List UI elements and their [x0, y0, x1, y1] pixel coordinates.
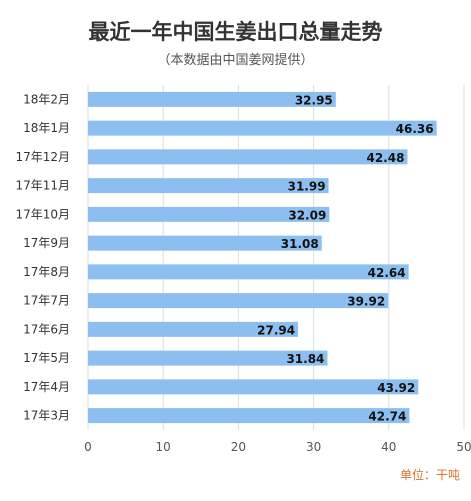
bar-layer: [88, 91, 437, 424]
bar: [88, 149, 408, 165]
data-label: 46.36: [396, 122, 434, 136]
category-label: 17年11月: [15, 179, 70, 193]
x-tick-label: 30: [306, 440, 321, 454]
bar: [88, 293, 389, 309]
data-label: 31.08: [281, 237, 319, 251]
data-label: 43.92: [377, 381, 415, 395]
x-tick-label: 0: [84, 440, 92, 454]
unit-label: 单位：干吨: [400, 468, 461, 482]
data-label: 31.99: [288, 180, 326, 194]
bar: [88, 408, 410, 424]
label-layer: 0 10 20 30 40 50 18年2月 32.95 18年1月 46.36 17年12月 42.…: [15, 92, 471, 454]
x-tick-label: 10: [156, 440, 171, 454]
data-label: 39.92: [347, 295, 385, 309]
category-label: 17年3月: [23, 409, 70, 423]
data-label: 32.09: [288, 208, 326, 222]
x-tick-label: 40: [381, 440, 396, 454]
bar: [88, 178, 329, 194]
bar: [88, 91, 336, 107]
category-label: 17年5月: [23, 351, 70, 365]
category-label: 17年6月: [23, 322, 70, 336]
category-label: 17年8月: [23, 265, 70, 279]
bar: [88, 350, 328, 366]
data-label: 31.84: [286, 352, 324, 366]
grid-layer: [87, 85, 465, 430]
data-label: 32.95: [295, 93, 333, 107]
bar: [88, 379, 419, 395]
data-label: 42.64: [368, 266, 406, 280]
data-label: 42.74: [368, 410, 406, 424]
category-label: 17年12月: [15, 150, 70, 164]
category-label: 17年4月: [23, 380, 70, 394]
bar: [88, 120, 437, 136]
bar: [88, 321, 299, 337]
data-label: 27.94: [257, 323, 295, 337]
category-label: 17年9月: [23, 236, 70, 250]
chart-title: 最近一年中国生姜出口总量走势: [88, 20, 383, 44]
x-tick-label: 20: [231, 440, 246, 454]
category-label: 18年1月: [23, 121, 70, 135]
bar: [88, 264, 409, 280]
chart-subtitle: （本数据由中国姜网提供）: [157, 53, 314, 68]
category-label: 18年2月: [23, 92, 70, 106]
bar: [88, 235, 322, 251]
category-label: 17年7月: [23, 294, 70, 308]
bar: [88, 206, 330, 222]
category-label: 17年10月: [15, 207, 70, 221]
data-label: 42.48: [366, 151, 404, 165]
x-tick-label: 50: [456, 440, 471, 454]
